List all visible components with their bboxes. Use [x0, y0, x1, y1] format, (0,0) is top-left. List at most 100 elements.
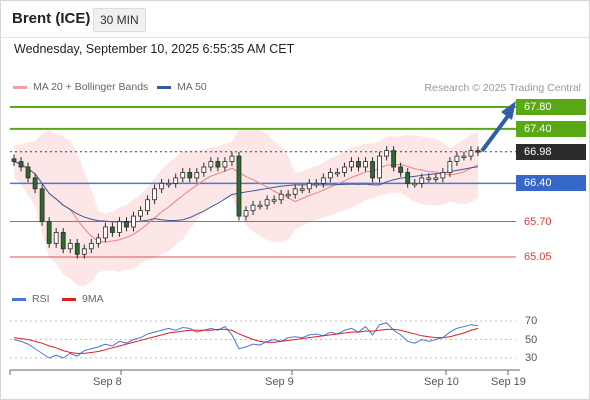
- candle-body: [285, 193, 291, 197]
- candle-body: [11, 158, 17, 162]
- candle-body: [166, 182, 172, 186]
- candle-body: [320, 177, 326, 184]
- forecast-arrow-shaft: [480, 114, 510, 153]
- candle-body: [152, 188, 158, 201]
- candle-body: [349, 161, 354, 168]
- legend-ma50: MA 50: [157, 81, 207, 93]
- candle-body: [215, 161, 221, 168]
- candle-body: [454, 155, 460, 162]
- candle-body: [74, 242, 80, 255]
- candle-body: [60, 232, 66, 250]
- candle-body: [180, 172, 186, 179]
- level-67-40-label: 67.40: [516, 121, 586, 137]
- candle-body: [110, 226, 115, 233]
- candle-body: [81, 248, 87, 255]
- candle-body: [67, 242, 73, 250]
- candle-body: [419, 177, 425, 184]
- candle-body: [356, 161, 361, 168]
- candle-body: [292, 188, 298, 195]
- candle-body: [306, 182, 312, 190]
- forecast-arrow-head: [501, 101, 516, 120]
- level-65-05-label: 65.05: [524, 251, 552, 263]
- candle-body: [173, 177, 179, 184]
- rsi-ma-line: [13, 327, 479, 354]
- ma9-label: 9MA: [82, 293, 104, 305]
- candle-body: [117, 221, 122, 233]
- rsi-label: RSI: [32, 293, 50, 305]
- candle-body: [384, 150, 390, 157]
- candle-body: [138, 210, 143, 217]
- candle-body: [145, 199, 150, 212]
- candle-body: [32, 177, 38, 190]
- candle-body: [412, 182, 418, 186]
- rsi-line: [13, 322, 479, 359]
- ma20-swatch: [13, 85, 27, 89]
- candle-body: [88, 242, 94, 250]
- candle-body: [194, 172, 200, 179]
- candle-body: [264, 199, 270, 206]
- candle-body: [461, 155, 467, 158]
- timestamp: Wednesday, September 10, 2025 6:55:35 AM…: [14, 42, 295, 56]
- candle-body: [440, 172, 446, 179]
- date-tick-sep19: Sep 19: [491, 376, 526, 388]
- candle-body: [271, 199, 277, 202]
- date-tick-sep8: Sep 8: [93, 376, 122, 388]
- candle-body: [475, 150, 481, 153]
- candle-body: [53, 232, 59, 244]
- candle-body: [342, 166, 347, 173]
- ma50-label: MA 50: [177, 81, 207, 93]
- candle-body: [39, 188, 45, 222]
- title-bar: Brent (ICE) 30 MIN: [1, 1, 589, 38]
- date-tick-sep9: Sep 9: [265, 376, 294, 388]
- instrument-name: Brent (ICE): [12, 10, 91, 27]
- candle-body: [299, 188, 305, 191]
- ma50-line: [13, 161, 479, 223]
- candle-body: [250, 204, 256, 212]
- candle-body: [124, 221, 129, 228]
- candle-body: [363, 161, 368, 168]
- ma9-swatch: [62, 297, 76, 301]
- candle-body: [243, 210, 249, 217]
- candle-body: [131, 215, 136, 228]
- current-price-label: 66.98: [516, 144, 586, 160]
- candle-body: [25, 166, 31, 179]
- candle-body: [95, 237, 101, 244]
- candle-body: [236, 155, 242, 217]
- candle-body: [102, 226, 108, 239]
- candle-body: [313, 182, 319, 186]
- date-tick-sep10: Sep 10: [424, 376, 459, 388]
- candle-body: [278, 193, 284, 201]
- level-66-40-label: 66.40: [516, 175, 586, 191]
- legend-rsi: RSI: [12, 293, 50, 305]
- legend-9ma: 9MA: [62, 293, 104, 305]
- candle-body: [426, 177, 432, 180]
- candle-body: [46, 221, 52, 244]
- candle-body: [447, 161, 453, 173]
- rsi-tick-50: 50: [525, 334, 538, 346]
- candle-body: [398, 166, 404, 173]
- legend-ma20: MA 20 + Bollinger Bands: [13, 81, 148, 93]
- candle-body: [222, 161, 228, 168]
- ma50-swatch: [157, 85, 171, 89]
- candle-body: [159, 182, 165, 190]
- candle-body: [370, 161, 375, 179]
- research-credit: Research © 2025 Trading Central: [424, 82, 581, 94]
- level-67-80-label: 67.80: [516, 99, 586, 115]
- rsi-tick-70: 70: [525, 315, 538, 327]
- candle-body: [334, 172, 340, 175]
- candle-body: [187, 172, 193, 179]
- candle-body: [201, 166, 207, 173]
- candle-body: [433, 177, 439, 180]
- level-65-70-label: 65.70: [524, 216, 552, 228]
- candle-body: [327, 172, 333, 179]
- candle-body: [391, 150, 397, 168]
- rsi-tick-30: 30: [525, 352, 538, 364]
- candle-body: [468, 150, 474, 157]
- candle-body: [208, 161, 214, 168]
- candle-body: [257, 204, 263, 208]
- rsi-swatch: [12, 297, 26, 301]
- timeframe-selector[interactable]: 30 MIN: [93, 8, 146, 32]
- candle-body: [377, 155, 382, 179]
